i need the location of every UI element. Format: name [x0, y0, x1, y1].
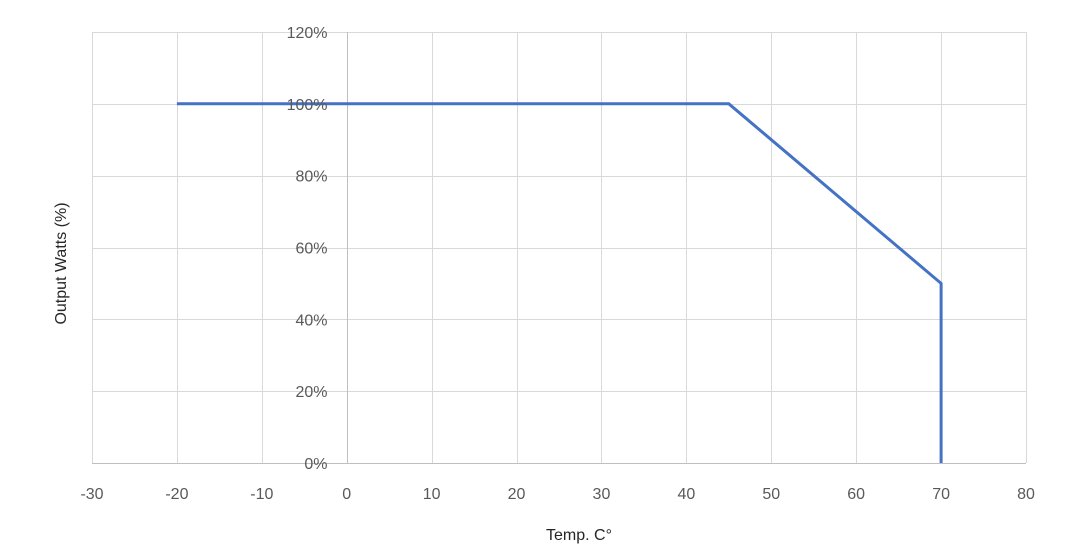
y-axis-title: Output Watts (%) — [53, 202, 70, 324]
axes — [92, 32, 1026, 464]
y-tick-label: 40% — [295, 312, 327, 329]
x-tick-label: -10 — [250, 486, 273, 503]
x-tick-label: 50 — [762, 486, 780, 503]
y-tick-labels: 0% 20% 40% 60% 80% 100% 120% — [287, 25, 328, 473]
x-tick-label: 60 — [847, 486, 865, 503]
x-tick-label: 20 — [508, 486, 526, 503]
y-tick-label: 0% — [304, 456, 327, 473]
x-tick-label: 40 — [677, 486, 695, 503]
x-tick-label: -20 — [165, 486, 188, 503]
y-tick-label: 20% — [295, 384, 327, 401]
x-tick-label: 80 — [1017, 486, 1035, 503]
y-tick-label: 120% — [287, 25, 328, 42]
grid-lines — [92, 32, 1027, 464]
x-tick-label: -30 — [80, 486, 103, 503]
series-line — [176, 102, 943, 463]
x-tick-labels: -30 -10 -20 0 10 20 30 40 50 60 70 80 — [80, 486, 1035, 503]
x-tick-label: 30 — [593, 486, 611, 503]
x-axis-title: Temp. C° — [546, 527, 612, 544]
y-tick-label: 60% — [295, 241, 327, 258]
y-tick-label: 80% — [295, 169, 327, 186]
series-layer — [176, 102, 943, 463]
x-tick-label: 0 — [342, 486, 351, 503]
y-tick-label: 100% — [287, 97, 328, 114]
x-tick-label: 10 — [423, 486, 441, 503]
x-tick-label: 70 — [932, 486, 950, 503]
